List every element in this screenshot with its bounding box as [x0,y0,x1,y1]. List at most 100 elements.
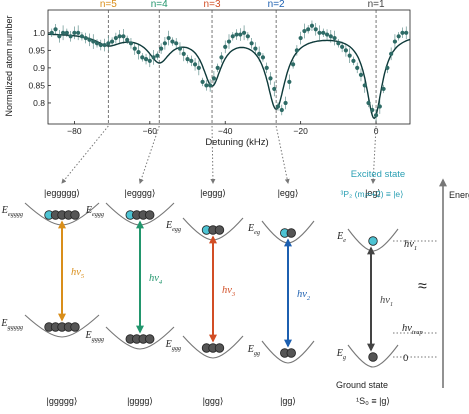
data-point [181,51,186,56]
data-point [140,55,145,60]
data-point [91,39,96,44]
upper-energy-label: Eeg [247,223,260,236]
data-point [351,58,356,63]
data-point [392,39,398,44]
data-point [306,27,311,32]
data-point [287,79,292,85]
data-point [298,35,303,41]
plot-frame [47,9,411,125]
data-point [98,42,103,48]
y-tick-label: 0.9 [33,63,45,73]
x-tick-label: −80 [67,126,82,136]
hv1-right-label: hν1 [404,239,417,252]
connector-arrow [370,125,377,184]
marker-label: n=4 [151,0,168,10]
data-point [189,58,194,63]
data-point [302,28,307,34]
data-point [283,100,288,106]
data-point [358,72,364,77]
data-point [132,46,137,51]
data-point [272,86,277,92]
ground-state-title: Ground state [336,380,388,390]
x-axis-label: Detuning (kHz) [205,137,268,148]
state-label-top: |egggg⟩ [125,188,156,198]
data-point [234,32,239,37]
data-point [400,30,405,35]
data-point [245,34,250,39]
data-point [268,76,273,81]
data-point [72,30,77,35]
state-label-top: |eggggg⟩ [44,188,80,198]
y-tick-label: 0.85 [28,80,45,90]
data-point [57,34,62,39]
excited-state-title: Excited state [351,169,405,180]
data-point [64,30,69,35]
excited-state-definition: ³P₂ (mⱼ=+2) ≡ |e⟩ [341,189,404,199]
y-tick-label: 1.0 [33,28,45,38]
marker-label: n=5 [100,0,117,10]
resonance-labels: n=5 n=4 n=3 n=2 n=1 [100,0,385,10]
connector-arrow [275,125,290,184]
upper-energy-label: Eegg [165,220,181,233]
energy-diagram: |eggggg⟩ |egggg⟩ |eggg⟩ |egg⟩ |eg⟩ |ggggg⟩ |gg… [0,169,469,406]
state-label-bottom: |ggggg⟩ [47,396,78,406]
data-point [147,58,152,63]
data-point [76,30,81,35]
lower-energy-label: Eg [336,348,346,361]
excited-atom [145,210,155,220]
error-bars [51,20,407,122]
lower-energy-label: Eggggg [0,318,23,331]
data-point [155,53,160,58]
data-point [230,34,235,39]
data-point [370,107,375,113]
lower-energy-label: Egggg [85,330,104,343]
data-point [377,104,382,109]
data-point [215,65,220,70]
upper-energy-label: Eegggg [1,205,23,218]
zero-label: 0 [403,353,408,364]
data-point [204,83,209,88]
data-point [336,41,341,46]
marker-label: n=1 [368,0,385,10]
state-label-top: |eg⟩ [365,188,381,198]
x-tick-label: −60 [143,126,158,136]
data-point [328,34,333,39]
data-point [106,41,111,46]
data-point [162,41,167,46]
data-point [200,79,205,85]
data-point [389,51,394,56]
y-tick-label: 0.8 [33,98,45,108]
data-point [87,37,92,42]
data-point [170,39,175,44]
data-point [117,34,122,39]
energy-axis-label: Energy [449,190,469,200]
data-point [253,46,258,51]
transition-label: hν2 [297,289,311,302]
data-point [332,35,337,41]
y-tick-label: 0.95 [28,45,45,55]
excited-atom [70,210,80,220]
data-point [166,35,171,41]
data-point [340,44,345,49]
data-point [257,51,262,56]
connector-arrows [61,125,377,184]
data-point [174,41,179,46]
data-point [226,39,232,44]
data-point [223,44,228,49]
state-label-bottom: |gg⟩ [280,396,296,406]
data-point [102,42,107,48]
hv-trap-label: hνtrap [402,323,424,336]
data-point [385,65,390,70]
x-tick-label: −20 [293,126,308,136]
marker-label: n=3 [204,0,221,10]
plot-panel: −80 −60 −40 −20 00.80.850.90.951.0 n=5 n=4 n=3… [4,0,411,148]
lower-potential-well [182,335,244,359]
data-point [143,57,149,62]
fit-curve [48,33,411,120]
data-point [313,27,318,32]
state-label-bottom: |ggg⟩ [203,396,224,406]
data-point [291,62,296,67]
resonance-marker-lines [107,10,377,124]
transition-label: hν4 [149,273,163,286]
